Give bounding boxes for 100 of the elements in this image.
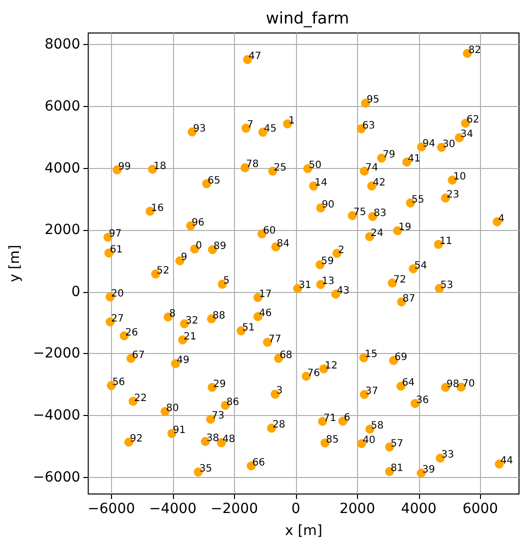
annotation: 72 (393, 274, 406, 286)
annotation: 86 (226, 396, 240, 408)
annotation: 52 (156, 266, 170, 277)
annotation: 14 (314, 177, 328, 188)
annotation: 28 (272, 420, 286, 431)
y-tick-label: 4000 (44, 160, 80, 176)
annotation: 71 (324, 412, 336, 424)
annotation: 99 (118, 161, 131, 172)
annotation: 38 (206, 432, 220, 444)
annotation: 79 (382, 150, 396, 161)
annotation: 73 (212, 410, 224, 422)
annotation: 63 (362, 120, 376, 132)
annotation: 57 (390, 438, 404, 450)
annotation: 41 (408, 154, 421, 165)
annotation: 54 (414, 260, 427, 272)
annotation: 30 (442, 138, 456, 150)
y-tick-label: 0 (71, 284, 80, 300)
annotation: 16 (151, 202, 164, 214)
annotation: 98 (446, 378, 460, 390)
annotation: 45 (264, 124, 277, 135)
annotation: 48 (222, 434, 236, 446)
annotation: 62 (466, 114, 480, 126)
annotation: 66 (252, 457, 265, 468)
annotation: 18 (154, 160, 166, 172)
annotation: 83 (374, 208, 386, 220)
annotation: 60 (262, 225, 276, 236)
annotation: 21 (184, 331, 196, 342)
annotation: 97 (108, 228, 122, 240)
annotation: 89 (213, 241, 226, 252)
x-tick-label: 6000 (462, 501, 498, 517)
annotation: 31 (298, 280, 312, 292)
annotation: 39 (422, 464, 435, 476)
annotation: 23 (446, 189, 460, 200)
annotation: 51 (242, 322, 255, 334)
annotation: 27 (111, 313, 124, 324)
annotation: 22 (134, 392, 147, 404)
annotation: 15 (364, 349, 378, 360)
annotation: 80 (166, 403, 179, 414)
annotation: 95 (366, 94, 380, 106)
annotation: 91 (172, 424, 186, 436)
annotation: 17 (258, 288, 272, 300)
annotation: 42 (372, 177, 386, 188)
y-tick-label: 8000 (44, 36, 80, 53)
annotation: 29 (213, 378, 226, 390)
y-tick-label: −2000 (32, 346, 80, 362)
annotation: 46 (258, 308, 272, 320)
annotation: 59 (321, 256, 334, 268)
y-tick-label: 6000 (44, 98, 80, 115)
annotation: 96 (192, 217, 204, 228)
x-tick-label: 0 (291, 501, 300, 517)
annotation: 32 (185, 315, 198, 326)
annotation: 4 (498, 213, 505, 224)
annotation: 64 (402, 378, 415, 389)
annotation: 43 (336, 286, 350, 297)
y-tick-label: 2000 (44, 222, 80, 238)
annotation: 87 (402, 293, 416, 304)
annotation: 3 (276, 386, 283, 397)
annotation: 93 (193, 123, 206, 134)
annotation: 55 (411, 194, 424, 206)
annotation: 0 (196, 240, 202, 252)
annotation: 13 (322, 276, 334, 288)
annotation: 61 (110, 244, 123, 256)
annotation: 77 (268, 334, 282, 345)
annotation: 49 (176, 355, 190, 366)
annotation: 68 (280, 350, 292, 361)
x-tick-label: 4000 (400, 501, 437, 517)
x-tick-label: −4000 (149, 501, 196, 517)
x-axis-title: x [m] (284, 523, 322, 539)
annotation: 88 (212, 310, 226, 322)
annotation: 20 (111, 288, 124, 300)
annotation: 92 (130, 434, 143, 445)
annotation: 40 (362, 435, 376, 446)
x-tick-label: −2000 (210, 501, 258, 517)
annotation: 53 (440, 280, 454, 292)
annotation: 75 (353, 207, 366, 218)
annotation: 11 (439, 236, 452, 247)
annotation: 25 (274, 162, 286, 174)
annotation: 24 (370, 228, 384, 240)
annotation: 44 (500, 456, 514, 467)
annotation: 78 (246, 159, 259, 170)
annotation: 85 (326, 434, 339, 446)
annotation: 76 (307, 368, 320, 379)
chart-title: wind_farm (266, 8, 350, 28)
annotation: 67 (132, 350, 145, 361)
x-tick-label: 2000 (339, 501, 376, 517)
annotation: 47 (248, 51, 262, 62)
x-tick-label: −6000 (88, 501, 135, 517)
annotation: 33 (441, 450, 454, 461)
annotation: 69 (394, 352, 408, 364)
annotation: 65 (208, 175, 220, 186)
annotation: 8 (169, 308, 176, 320)
annotation: 82 (468, 44, 482, 56)
annotation: 56 (112, 377, 126, 388)
annotation: 37 (365, 386, 378, 398)
annotation: 36 (416, 394, 429, 406)
annotation: 12 (324, 360, 338, 372)
y-tick-label: −4000 (32, 408, 80, 424)
annotation: 34 (460, 129, 474, 140)
y-axis-title: y [m] (7, 244, 23, 282)
annotation: 26 (125, 327, 138, 338)
